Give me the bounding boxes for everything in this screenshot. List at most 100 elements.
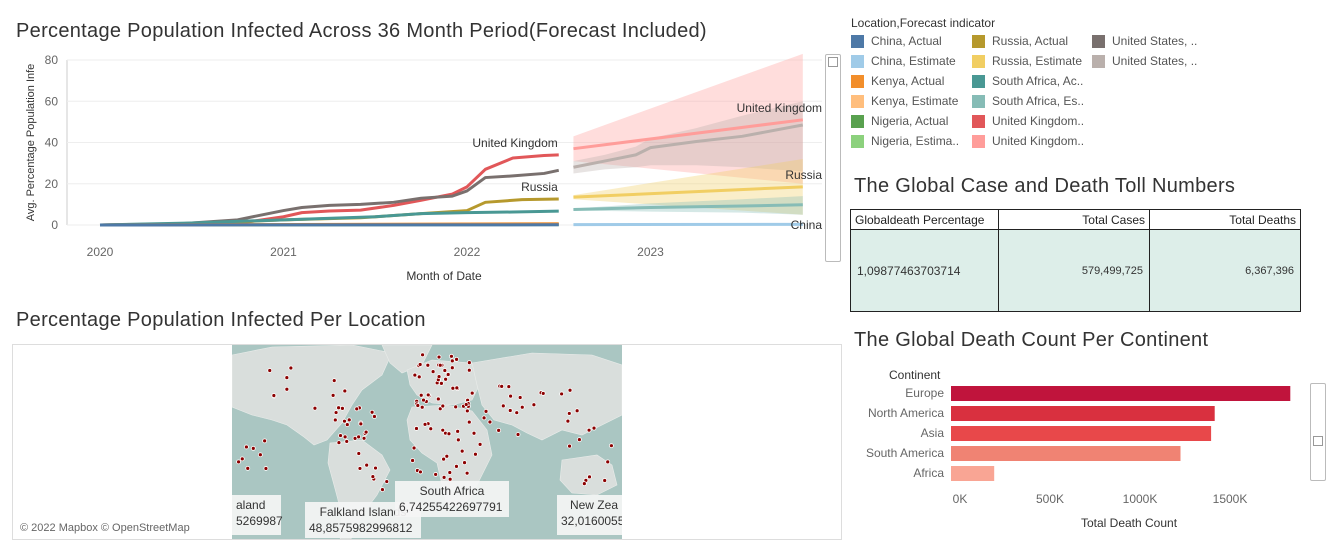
legend-swatch — [972, 134, 985, 148]
bar — [951, 406, 1215, 421]
map-dot — [591, 425, 597, 431]
legend-item[interactable]: United Kingdom.. — [972, 132, 1084, 150]
x-axis-title: Month of Date — [406, 269, 482, 283]
map-attribution[interactable]: © 2022 Mapbox © OpenStreetMap — [20, 522, 190, 534]
x-tick-label: 0K — [953, 492, 968, 506]
x-tick-label: 1000K — [1123, 492, 1158, 506]
legend-label: Russia, Estimate — [992, 54, 1083, 68]
death-count-bar-chart[interactable]: Continent Europe North America Asia South Am… — [850, 362, 1300, 542]
forecast-band — [573, 53, 803, 184]
category-header: Continent — [889, 368, 941, 382]
map-dot — [370, 474, 376, 480]
bar-chart-title: The Global Death Count Per Continent — [854, 329, 1209, 351]
map-dot — [507, 408, 513, 413]
map-dot — [418, 469, 423, 475]
bar-category-label: Africa — [913, 466, 944, 480]
line-chart-scroll-thumb[interactable] — [828, 57, 838, 67]
map-dot — [441, 456, 446, 462]
infection-line-chart[interactable]: 0 20 40 60 80 2020 2021 2022 2023 Month of Date Av… — [0, 48, 845, 290]
map-dot — [487, 419, 493, 425]
map-label-name: Falkland Islands — [319, 505, 407, 519]
map-label-value: 5269987 — [236, 514, 283, 528]
map-dot — [605, 459, 611, 465]
legend-item[interactable]: South Africa, Es.. — [972, 92, 1084, 110]
forecast-band — [573, 159, 803, 215]
infection-map[interactable]: aland 5269987 Falkland Islands 48,857598… — [12, 344, 842, 540]
bar-category-label: South America — [866, 446, 944, 460]
map-dot — [344, 422, 350, 427]
map-dot — [312, 405, 318, 411]
map-dot — [363, 429, 369, 435]
map-dot — [517, 395, 523, 400]
legend-item[interactable]: Nigeria, Estima.. — [851, 132, 959, 150]
map-title: Percentage Population Infected Per Locat… — [16, 309, 426, 331]
map-dot — [435, 396, 441, 402]
legend-item[interactable]: Russia, Actual — [972, 32, 1068, 50]
legend-item[interactable]: Kenya, Estimate — [851, 92, 958, 110]
line-chart-scrollbar[interactable] — [825, 54, 841, 262]
legend-swatch — [851, 34, 864, 48]
map-dot — [442, 368, 448, 373]
map-label-name: New Zea — [569, 498, 618, 512]
map-dot — [331, 378, 337, 384]
map-dot — [466, 360, 472, 365]
legend-item[interactable]: Kenya, Actual — [851, 72, 944, 90]
map-dot — [245, 465, 251, 471]
bar-chart-scrollbar[interactable] — [1310, 383, 1326, 481]
map-dot — [519, 404, 525, 410]
map-dot — [477, 441, 483, 447]
map-dot — [250, 445, 256, 451]
map-dot — [410, 458, 415, 463]
legend-label: China, Actual — [871, 34, 942, 48]
map-label-value: 32,0160055 — [561, 514, 622, 528]
series-annotation: Russia — [521, 180, 558, 194]
map-dot — [356, 451, 362, 456]
map-dot — [459, 448, 465, 454]
legend-item[interactable]: South Africa, Ac.. — [972, 72, 1083, 90]
legend-item[interactable]: Nigeria, Actual — [851, 112, 948, 130]
map-label-south-africa[interactable]: South Africa 6,74255422697791 — [395, 481, 509, 517]
map-dot — [430, 369, 436, 375]
x-tick-label: 1500K — [1213, 492, 1248, 506]
header-total-deaths: Total Deaths — [1149, 209, 1301, 230]
map-dot — [609, 443, 614, 449]
map-label-finland[interactable]: aland 5269987 — [232, 495, 283, 535]
map-dot — [425, 392, 431, 398]
map-dot — [454, 356, 459, 362]
y-tick-label: 80 — [45, 53, 59, 67]
map-dot — [455, 437, 461, 443]
legend-item[interactable]: China, Estimate — [851, 52, 956, 70]
map-dot — [483, 408, 489, 414]
map-dot — [473, 451, 478, 457]
bar-chart-scroll-thumb[interactable] — [1313, 436, 1323, 446]
value-total-deaths: 6,367,396 — [1149, 229, 1301, 312]
legend-swatch — [851, 74, 864, 88]
map-dot — [466, 367, 472, 373]
legend-item[interactable]: United States, .. — [1092, 32, 1197, 50]
x-tick-label: 2022 — [454, 245, 481, 259]
legend-item[interactable]: Russia, Estimate — [972, 52, 1082, 70]
legend-swatch — [972, 34, 985, 48]
x-tick-label: 2023 — [637, 245, 664, 259]
map-dot — [469, 390, 475, 396]
map-dot — [342, 388, 348, 394]
legend-label: Russia, Actual — [992, 34, 1069, 48]
legend-swatch — [1092, 54, 1105, 68]
series-annotation: China — [791, 218, 823, 232]
map-dot — [506, 384, 512, 389]
map-dot — [284, 386, 290, 392]
map-dot — [436, 374, 442, 380]
map-dot — [415, 403, 421, 408]
map-label-new-zealand[interactable]: New Zea 32,0160055 — [557, 495, 622, 535]
map-dot — [421, 397, 426, 403]
map-dot — [420, 352, 425, 358]
map-dot — [440, 427, 446, 433]
legend-item[interactable]: United Kingdom.. — [972, 112, 1084, 130]
map-dot — [417, 362, 423, 367]
series-line — [573, 203, 803, 212]
legend-item[interactable]: China, Actual — [851, 32, 942, 50]
map-dot — [508, 393, 513, 399]
legend-item[interactable]: United States, .. — [1092, 52, 1197, 70]
map-label-name: South Africa — [419, 484, 485, 498]
map-dot — [356, 434, 362, 440]
